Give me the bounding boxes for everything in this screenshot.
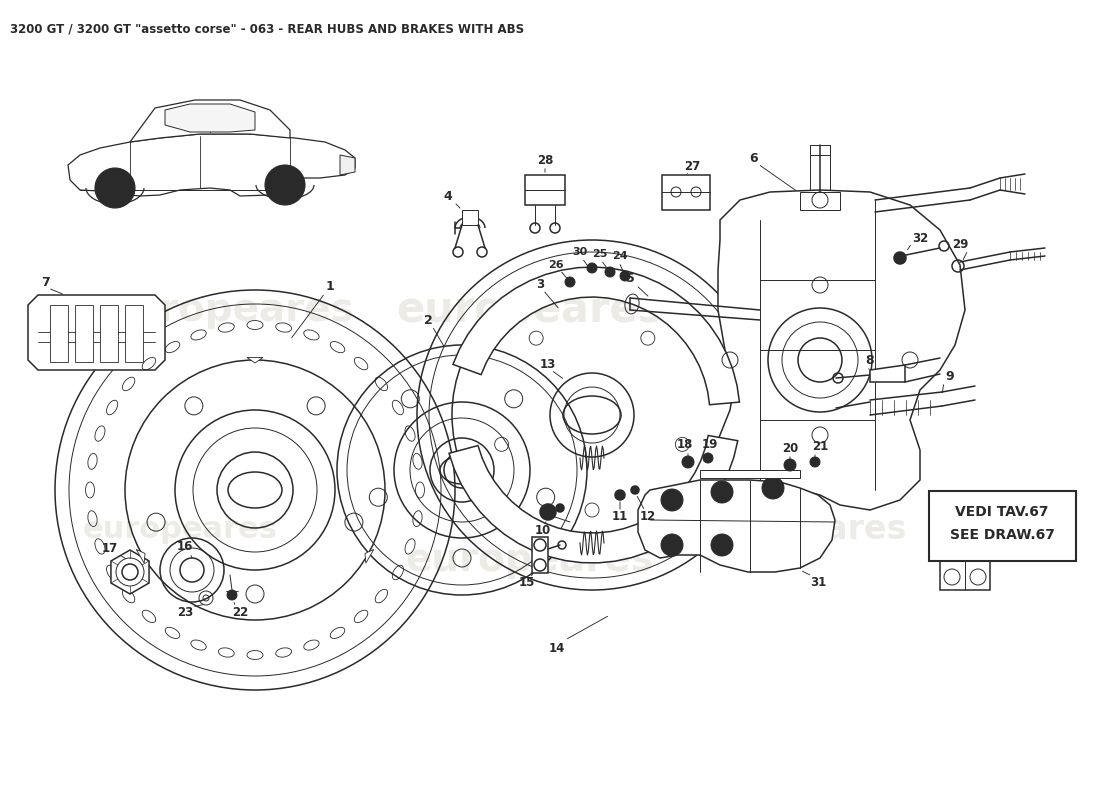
Circle shape bbox=[703, 453, 713, 463]
Circle shape bbox=[661, 489, 683, 511]
Text: 25: 25 bbox=[592, 249, 607, 259]
Text: 17: 17 bbox=[102, 542, 118, 554]
Polygon shape bbox=[100, 305, 118, 362]
Circle shape bbox=[95, 168, 135, 208]
Circle shape bbox=[565, 277, 575, 287]
Circle shape bbox=[810, 457, 820, 467]
Circle shape bbox=[110, 183, 120, 193]
Circle shape bbox=[273, 173, 297, 197]
Text: 15: 15 bbox=[519, 577, 536, 590]
Text: 32: 32 bbox=[912, 231, 928, 245]
Text: 6: 6 bbox=[750, 151, 758, 165]
Text: 2: 2 bbox=[424, 314, 432, 326]
Text: 7: 7 bbox=[41, 277, 50, 290]
Text: 28: 28 bbox=[537, 154, 553, 166]
Circle shape bbox=[711, 481, 733, 503]
Polygon shape bbox=[136, 550, 145, 563]
Polygon shape bbox=[449, 435, 738, 563]
Circle shape bbox=[615, 490, 625, 500]
Polygon shape bbox=[75, 305, 94, 362]
Text: europeares: europeares bbox=[106, 291, 354, 329]
Text: 3: 3 bbox=[536, 278, 544, 291]
Text: europeares: europeares bbox=[397, 289, 663, 331]
Text: 23: 23 bbox=[177, 606, 194, 618]
Text: europeares: europeares bbox=[82, 515, 277, 545]
Text: 24: 24 bbox=[613, 251, 628, 261]
Polygon shape bbox=[638, 480, 835, 572]
Polygon shape bbox=[532, 537, 548, 573]
Circle shape bbox=[227, 590, 236, 600]
Text: 9: 9 bbox=[946, 370, 955, 383]
Text: 3200 GT / 3200 GT "assetto corse" - 063 - REAR HUBS AND BRAKES WITH ABS: 3200 GT / 3200 GT "assetto corse" - 063 … bbox=[10, 22, 524, 35]
Circle shape bbox=[661, 534, 683, 556]
Text: 12: 12 bbox=[640, 510, 656, 522]
Polygon shape bbox=[130, 100, 290, 142]
Text: 30: 30 bbox=[572, 247, 587, 257]
Text: 20: 20 bbox=[782, 442, 799, 454]
Text: 16: 16 bbox=[177, 541, 194, 554]
Circle shape bbox=[620, 271, 630, 281]
Polygon shape bbox=[525, 175, 565, 205]
Text: europeares: europeares bbox=[406, 541, 654, 579]
Text: 1: 1 bbox=[326, 281, 334, 294]
Text: 29: 29 bbox=[952, 238, 968, 251]
Text: 4: 4 bbox=[443, 190, 452, 202]
Text: SEE DRAW.67: SEE DRAW.67 bbox=[949, 528, 1055, 542]
Text: 8: 8 bbox=[866, 354, 874, 366]
Text: 5: 5 bbox=[626, 271, 635, 285]
Polygon shape bbox=[340, 155, 355, 175]
Text: 31: 31 bbox=[810, 575, 826, 589]
Text: 19: 19 bbox=[702, 438, 718, 450]
Circle shape bbox=[103, 176, 127, 200]
Text: 13: 13 bbox=[540, 358, 557, 371]
Text: 14: 14 bbox=[549, 642, 565, 654]
Polygon shape bbox=[28, 295, 165, 370]
Polygon shape bbox=[870, 365, 905, 382]
Polygon shape bbox=[453, 267, 739, 405]
Text: 26: 26 bbox=[548, 260, 564, 270]
Circle shape bbox=[631, 486, 639, 494]
Text: 11: 11 bbox=[612, 510, 628, 523]
Polygon shape bbox=[365, 550, 374, 563]
Polygon shape bbox=[462, 210, 478, 225]
Text: 22: 22 bbox=[232, 606, 249, 618]
Polygon shape bbox=[68, 134, 355, 196]
Polygon shape bbox=[111, 550, 150, 594]
Text: europeares: europeares bbox=[693, 514, 906, 546]
Polygon shape bbox=[165, 104, 255, 132]
Text: 10: 10 bbox=[535, 523, 551, 537]
Text: VEDI TAV.67: VEDI TAV.67 bbox=[955, 505, 1048, 519]
Circle shape bbox=[265, 165, 305, 205]
Text: 18: 18 bbox=[676, 438, 693, 451]
Circle shape bbox=[894, 252, 906, 264]
Polygon shape bbox=[940, 530, 990, 590]
Polygon shape bbox=[248, 358, 263, 363]
Polygon shape bbox=[50, 305, 68, 362]
Circle shape bbox=[711, 534, 733, 556]
Circle shape bbox=[556, 504, 564, 512]
Circle shape bbox=[605, 267, 615, 277]
Circle shape bbox=[587, 263, 597, 273]
Circle shape bbox=[280, 180, 290, 190]
Text: 21: 21 bbox=[812, 439, 828, 453]
Circle shape bbox=[682, 456, 694, 468]
Circle shape bbox=[762, 477, 784, 499]
Polygon shape bbox=[125, 305, 143, 362]
Polygon shape bbox=[800, 192, 840, 210]
Circle shape bbox=[540, 504, 556, 520]
Polygon shape bbox=[718, 190, 965, 510]
Polygon shape bbox=[700, 470, 800, 478]
FancyBboxPatch shape bbox=[930, 491, 1076, 561]
Polygon shape bbox=[662, 175, 710, 210]
Text: 27: 27 bbox=[684, 159, 700, 173]
Circle shape bbox=[784, 459, 796, 471]
